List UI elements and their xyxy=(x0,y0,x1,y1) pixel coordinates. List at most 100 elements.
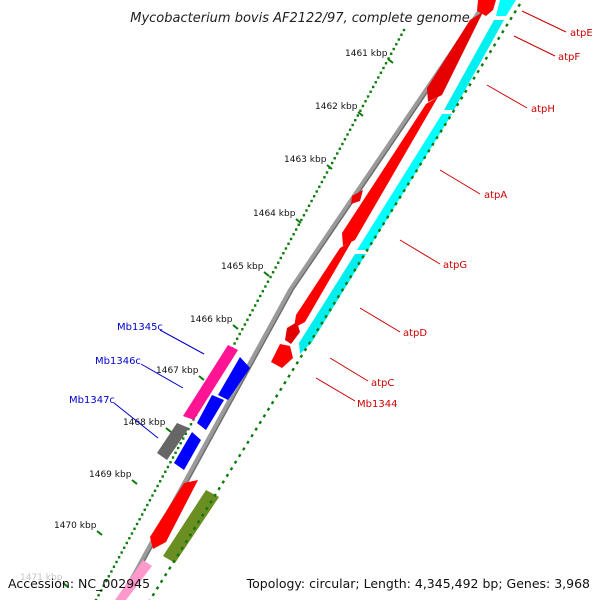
label-atpD[interactable]: atpD xyxy=(403,328,427,339)
inner-ring-dash xyxy=(357,261,361,266)
gene-Mb1346c-2-arrow[interactable] xyxy=(197,395,224,430)
gene-cyan-3[interactable] xyxy=(357,114,452,250)
ring-dot xyxy=(307,204,311,207)
ring-dot xyxy=(374,81,377,84)
ring-dot xyxy=(251,309,254,312)
inner-ring-dash xyxy=(431,142,435,147)
label-atpC[interactable]: atpC xyxy=(371,378,394,389)
inner-ring-dash xyxy=(188,533,193,537)
kbp-label: 1466 kbp xyxy=(190,315,233,325)
ring-dot xyxy=(320,180,324,184)
ring-dot xyxy=(351,123,354,127)
inner-ring-dash xyxy=(221,480,226,484)
gene-Mb1345c-arrow[interactable] xyxy=(183,345,238,420)
ring-dot xyxy=(238,332,241,336)
ring-dot xyxy=(315,190,318,193)
leader-atpA xyxy=(439,169,481,195)
ring-dot xyxy=(354,119,357,122)
inner-ring-dash xyxy=(394,202,398,206)
gene-cyan-1[interactable] xyxy=(496,0,516,16)
inner-ring-dash xyxy=(200,513,205,518)
inner-ring-dash xyxy=(509,16,513,21)
inner-ring-dash xyxy=(332,301,337,306)
inner-ring-dash xyxy=(258,420,263,425)
label-atpE[interactable]: atpE xyxy=(570,28,593,39)
label-Mb1346c[interactable]: Mb1346c xyxy=(95,356,141,367)
kbp-tick xyxy=(131,479,138,485)
ring-dot xyxy=(305,209,308,212)
gene-Mb1346c-arrow[interactable] xyxy=(218,357,250,400)
label-atpF[interactable]: atpF xyxy=(558,52,580,63)
ring-dot xyxy=(148,499,152,502)
gene-atpH-arrow[interactable] xyxy=(342,97,438,246)
ring-dot xyxy=(312,195,316,198)
inner-ring-dash xyxy=(501,29,505,34)
gene-1470-red[interactable] xyxy=(150,480,198,549)
label-atpG[interactable]: atpG xyxy=(443,260,467,271)
gene-blue-3-arrow[interactable] xyxy=(174,432,201,470)
inner-ring-dash xyxy=(233,460,238,465)
ring-dot xyxy=(279,256,282,260)
inner-ring-dash xyxy=(422,155,427,160)
leader-Mb1344 xyxy=(315,377,356,402)
gene-atpC-arrow[interactable] xyxy=(271,344,293,368)
ring-dot xyxy=(166,465,170,469)
inner-ring-dash xyxy=(274,394,279,398)
inner-ring-dash xyxy=(406,182,411,186)
inner-ring-dash xyxy=(307,341,312,345)
label-Mb1344[interactable]: Mb1344 xyxy=(357,399,397,410)
ring-dot xyxy=(105,579,108,583)
ring-dot xyxy=(271,271,275,274)
ring-dot xyxy=(269,275,272,279)
inner-ring-dash xyxy=(451,109,456,114)
ring-dot xyxy=(336,152,339,155)
label-atpH[interactable]: atpH xyxy=(531,104,555,115)
kbp-tick xyxy=(387,58,394,64)
ring-dot xyxy=(241,328,244,331)
inner-ring-dash xyxy=(447,115,452,120)
inner-ring-dash xyxy=(299,354,304,359)
inner-ring-dash xyxy=(517,3,522,8)
kbp-label: 1469 kbp xyxy=(89,470,132,480)
inner-ring-dash xyxy=(505,23,509,27)
gene-olive-arrow[interactable] xyxy=(163,490,219,563)
kbp-tick xyxy=(96,530,103,536)
label-Mb1345c[interactable]: Mb1345c xyxy=(117,322,163,333)
ring-dot xyxy=(261,290,265,293)
ring-dot xyxy=(372,85,375,89)
gene-Mb1347c-arrow[interactable] xyxy=(157,423,189,460)
ring-dot xyxy=(99,589,103,592)
gene-cyan-2[interactable] xyxy=(444,20,504,110)
ring-dot xyxy=(125,541,128,545)
ring-dot xyxy=(135,522,139,526)
gene-atpE-arrow[interactable] xyxy=(477,0,496,16)
inner-ring-dash xyxy=(398,195,402,200)
inner-ring-dash xyxy=(353,268,357,273)
ring-dot xyxy=(235,337,239,340)
ring-dot xyxy=(297,223,300,226)
inner-ring-dash xyxy=(373,235,378,239)
leader-atpD xyxy=(359,307,401,333)
inner-ring-dash xyxy=(336,294,341,299)
inner-ring-dash xyxy=(390,208,394,213)
ring-dot xyxy=(400,33,403,36)
ring-dot xyxy=(151,494,154,497)
gene-atpA-arrow[interactable] xyxy=(351,190,363,204)
leader-Mb1346c xyxy=(140,363,184,389)
label-atpA[interactable]: atpA xyxy=(484,190,507,201)
leader-atpH xyxy=(486,84,528,109)
gene-atpD-arrow[interactable] xyxy=(285,322,300,344)
ring-dot xyxy=(141,513,144,516)
label-Mb1347c[interactable]: Mb1347c xyxy=(69,395,115,406)
gene-atpF-arrow[interactable] xyxy=(427,12,483,102)
gene-pink-arrow[interactable] xyxy=(115,560,152,600)
inner-ring-dash xyxy=(283,380,287,385)
ring-dot xyxy=(343,138,347,141)
inner-ring-dash xyxy=(410,175,415,180)
ring-dot xyxy=(233,342,236,345)
gene-atpG-arrow[interactable] xyxy=(294,241,352,328)
ring-dot xyxy=(366,95,370,98)
inner-ring-dash xyxy=(414,168,419,173)
ring-dot xyxy=(156,484,159,488)
gene-cyan-4[interactable] xyxy=(299,254,366,354)
